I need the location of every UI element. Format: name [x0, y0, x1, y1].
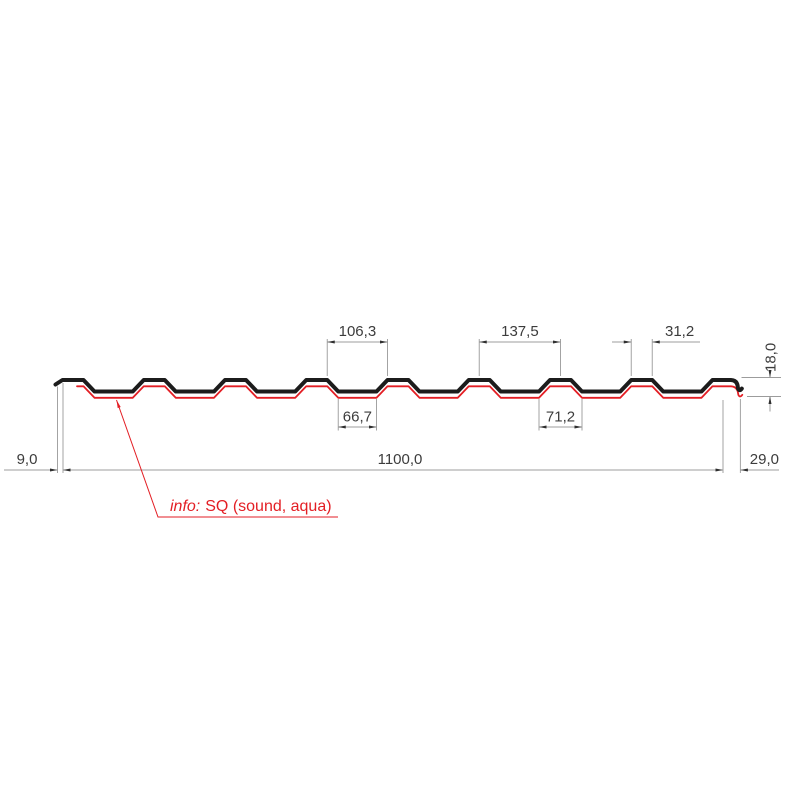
- dim-label-valley-width: 66,7: [343, 409, 372, 426]
- arrowhead-right: [369, 425, 377, 429]
- info-note-value: SQ (sound, aqua): [205, 498, 331, 515]
- dim-label-module-pitch: 137,5: [501, 323, 539, 340]
- dimension-valley-width: 66,7: [337, 399, 377, 431]
- leader-line: [116, 399, 338, 518]
- arrowhead-left: [63, 468, 71, 472]
- arrowhead-up: [768, 396, 772, 404]
- arrowhead-left: [623, 340, 632, 344]
- arrowhead-right: [574, 425, 582, 429]
- dim-label-top-gap: 106,3: [339, 323, 377, 340]
- arrowhead-left: [479, 340, 487, 344]
- dimension-top-gap: 106,3: [326, 323, 388, 376]
- dim-label-left-edge: 9,0: [17, 451, 38, 468]
- profile-underside-line: [76, 385, 744, 399]
- profile-outline: [53, 378, 744, 394]
- info-note: info: SQ (sound, aqua): [116, 399, 338, 518]
- arrowhead-left: [327, 340, 335, 344]
- arrowhead-left: [740, 468, 748, 472]
- info-note-prefix: info:: [170, 498, 200, 515]
- leader-arrowhead: [116, 400, 121, 409]
- dimension-rib-base-width: 71,2: [538, 399, 583, 431]
- arrowhead-left: [539, 425, 547, 429]
- dim-label-profile-height: 18,0: [763, 343, 780, 372]
- dimension-left-edge: 9,0: [4, 383, 64, 473]
- dimension-right-overlap: 29,0: [739, 399, 779, 473]
- dimension-cover-width: 1100,0: [63, 400, 724, 473]
- info-note-text: info: SQ (sound, aqua): [170, 498, 332, 515]
- arrowhead-right: [50, 468, 58, 472]
- dim-label-right-overlap: 29,0: [750, 451, 779, 468]
- dimension-rib-top-width: 31,2: [612, 323, 700, 376]
- arrowhead-right: [715, 468, 723, 472]
- dim-label-rib-base-width: 71,2: [546, 409, 575, 426]
- dimension-module-pitch: 137,5: [478, 323, 561, 376]
- arrowhead-right: [652, 340, 660, 344]
- arrowhead-right: [553, 340, 561, 344]
- dim-label-cover-width: 1100,0: [378, 451, 423, 468]
- arrowhead-left: [338, 425, 346, 429]
- arrowhead-right: [380, 340, 388, 344]
- dimension-profile-height: 18,0: [741, 343, 781, 412]
- arrowhead-down: [768, 370, 772, 378]
- dim-label-rib-top-width: 31,2: [665, 323, 694, 340]
